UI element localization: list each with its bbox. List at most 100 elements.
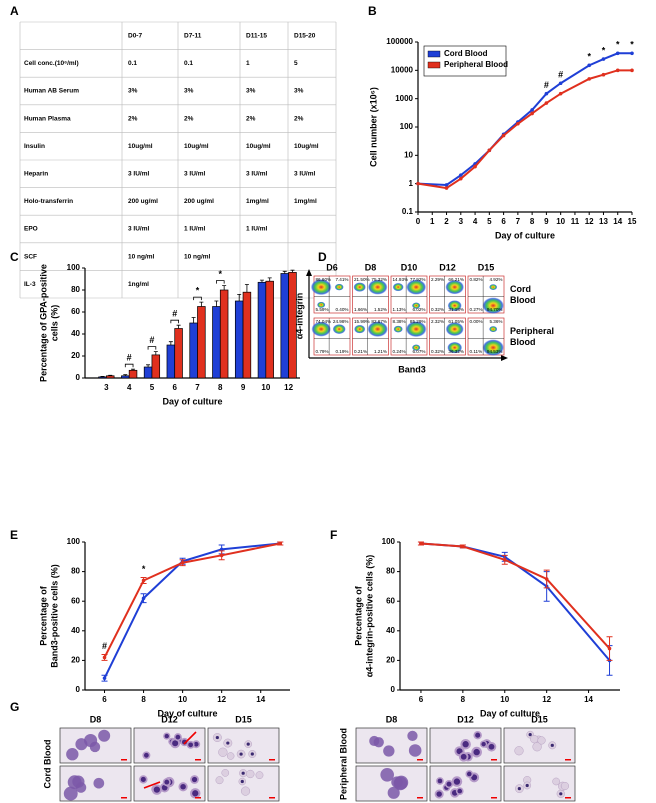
point: [219, 547, 224, 552]
x-tick-label: 14: [584, 695, 593, 704]
day-label: D8: [365, 262, 377, 272]
nucleus: [246, 742, 250, 746]
panel-label: C: [10, 250, 19, 264]
nucleus: [188, 742, 194, 748]
x-tick-label: 6: [419, 695, 424, 704]
bar: [212, 306, 221, 379]
quadrant-percent: 6.07%: [412, 349, 425, 354]
x-axis-label: Day of culture: [495, 230, 555, 240]
table-cell: 1mg/ml: [294, 198, 317, 205]
point: [444, 183, 449, 187]
bracket: [193, 296, 202, 301]
cell-population: [310, 279, 332, 296]
nucleus: [488, 743, 495, 750]
nucleus: [180, 783, 186, 790]
y-tick-label: 100: [382, 537, 396, 546]
table-cell: 200 ug/ml: [184, 198, 214, 205]
table-cell: 3%: [294, 88, 304, 95]
y-tick-label: 1000: [395, 94, 413, 103]
day-label: D12: [439, 262, 456, 272]
x-tick-label: 10: [178, 695, 187, 704]
cell: [537, 736, 546, 745]
day-label: D6: [326, 262, 338, 272]
series-line: [420, 542, 611, 662]
bar: [174, 328, 183, 379]
y-tick-label: 100: [67, 537, 81, 546]
series-line: [420, 542, 611, 650]
y-axis-label: Percentage of: [38, 585, 48, 646]
series-line: [417, 52, 632, 186]
day-label: D10: [401, 262, 418, 272]
row-header: SCF: [24, 253, 37, 260]
cell-population: [411, 302, 421, 309]
cell: [240, 786, 251, 796]
flow-y-label: α4-integrin: [294, 293, 304, 340]
y-tick-label: 0: [391, 685, 396, 694]
quadrant-percent: 74.04%: [316, 319, 332, 324]
x-tick-label: 6: [102, 695, 107, 704]
point: [502, 557, 507, 562]
error-bar: [153, 351, 158, 355]
cell: [226, 752, 235, 760]
table-cell: 3 IU/ml: [294, 171, 316, 178]
y-axis-label: Cell number (x10⁶): [368, 87, 378, 167]
quadrant-percent: 0.79%: [316, 349, 329, 354]
bar: [189, 322, 198, 379]
y-tick-label: 60: [71, 596, 80, 605]
quadrant-percent: 4.92%: [489, 277, 502, 282]
arrow: [143, 781, 161, 789]
table-cell: 5: [294, 60, 298, 67]
legend-label: Peripheral Blood: [444, 60, 508, 69]
annotation: *: [219, 269, 223, 279]
x-tick-label: 8: [461, 695, 466, 704]
cell-population: [482, 339, 504, 356]
scale-bar: [195, 797, 201, 799]
quadrant-percent: 1.21%: [374, 349, 387, 354]
group-label: Cord Blood: [42, 740, 52, 789]
row-header: Cell conc.(10⁶/ml): [24, 60, 79, 67]
table-cell: 2%: [128, 115, 138, 122]
y-axis-label: Band3-positive cells (%): [49, 564, 59, 668]
annotation: #: [172, 309, 177, 319]
nucleus: [191, 776, 198, 783]
scale-bar: [491, 797, 497, 799]
cell: [221, 769, 230, 777]
cell-population: [411, 344, 421, 351]
quadrant-percent: 0.24%: [393, 349, 406, 354]
table-cell: 3 IU/ml: [246, 171, 268, 178]
nucleus: [528, 733, 532, 737]
quadrant-percent: 0.11%: [470, 349, 483, 354]
table-cell: 1: [246, 60, 250, 67]
y-axis-label: α4-integrin-positive cells (%): [364, 555, 374, 678]
bar: [219, 289, 229, 379]
cell: [72, 775, 85, 788]
point: [558, 81, 563, 86]
quadrant-percent: 15.99%: [354, 319, 370, 324]
x-tick-label: 11: [571, 217, 580, 226]
error-bar: [267, 277, 272, 282]
quadrant-percent: 0.82%: [470, 277, 483, 282]
point: [615, 51, 620, 56]
quadrant-percent: 77.92%: [410, 277, 426, 282]
point: [601, 57, 606, 61]
point: [587, 77, 591, 81]
table-cell: 10ug/ml: [294, 143, 319, 150]
x-tick-label: 9: [241, 383, 246, 392]
y-axis-label: Percentage of GPA-positive: [38, 264, 48, 382]
annotation: *: [602, 45, 606, 55]
row-header: Holo-transferrin: [24, 198, 73, 205]
cell: [408, 744, 422, 757]
x-tick-label: 7: [195, 383, 200, 392]
quadrant-percent: 0.32%: [431, 307, 444, 312]
table-cell: 3%: [184, 88, 194, 95]
cell: [255, 771, 264, 780]
nucleus: [250, 752, 254, 756]
error-bar: [199, 301, 204, 307]
x-tick-label: 7: [516, 217, 521, 226]
quadrant-percent: 0.00%: [470, 319, 483, 324]
quadrant-percent: 5.36%: [489, 319, 502, 324]
column-label: D15: [235, 714, 252, 724]
x-tick-label: 10: [261, 383, 270, 392]
nucleus: [140, 776, 146, 782]
annotation: #: [558, 70, 563, 80]
